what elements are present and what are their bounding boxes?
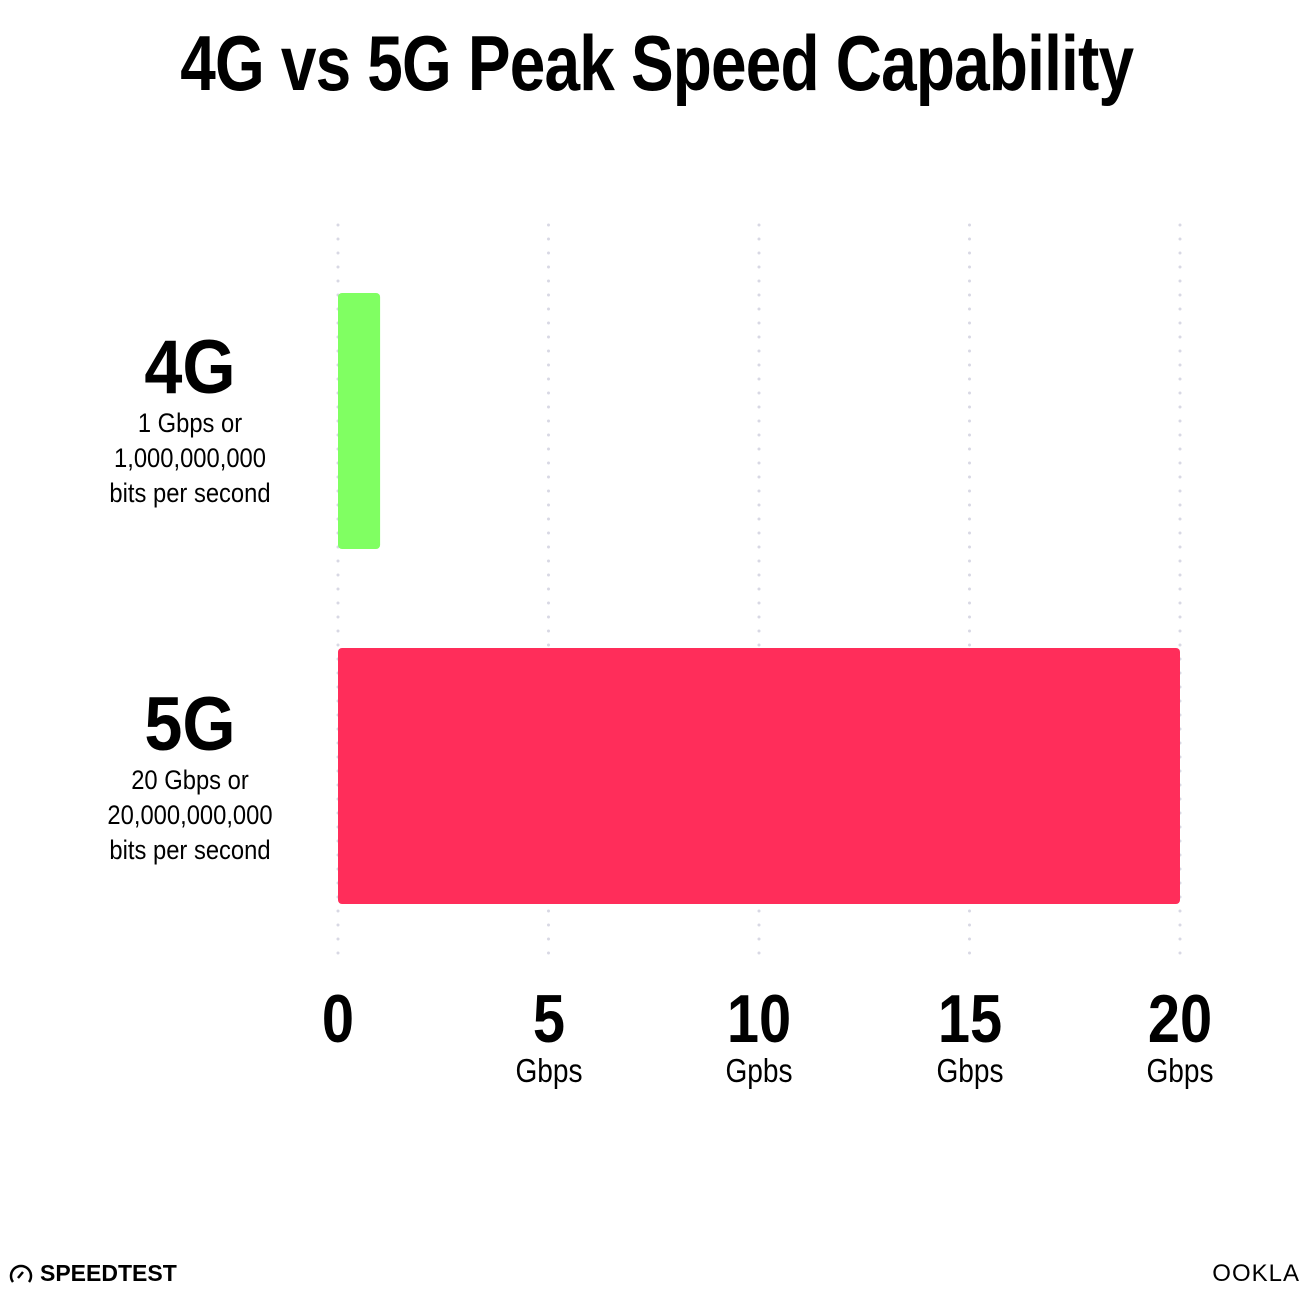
category-label-4g: 4G 1 Gbps or 1,000,000,000 bits per seco… <box>40 330 340 511</box>
tick-unit: Gbps <box>1146 1052 1214 1089</box>
bar-4g <box>338 293 381 549</box>
category-name: 4G <box>144 325 236 410</box>
bar-5g <box>338 648 1180 904</box>
tick-value: 0 <box>321 981 355 1057</box>
x-tick-label: 0 <box>258 985 418 1053</box>
x-tick-label: 10 Gpbs <box>679 985 839 1089</box>
x-tick-label: 20 Gbps <box>1100 985 1260 1089</box>
x-tick-label: 15 Gbps <box>890 985 1050 1089</box>
chart-title: 4G vs 5G Peak Speed Capability <box>180 19 1134 107</box>
tick-value: 15 <box>937 981 1002 1057</box>
category-label-5g: 5G 20 Gbps or 20,000,000,000 bits per se… <box>40 687 340 868</box>
tick-unit: Gbps <box>935 1052 1004 1089</box>
category-desc: 1,000,000,000 <box>114 443 266 473</box>
ookla-logo: OOKLA <box>1212 1260 1300 1287</box>
speedtest-logo: SPEEDTEST <box>8 1260 177 1287</box>
category-desc: bits per second <box>109 478 271 508</box>
category-desc: bits per second <box>109 835 271 865</box>
x-tick-label: 5 Gbps <box>469 985 629 1089</box>
tick-unit: Gbps <box>514 1052 583 1089</box>
category-desc: 20 Gbps or <box>131 765 249 795</box>
speedtest-wordmark: SPEEDTEST <box>40 1260 177 1286</box>
tick-value: 20 <box>1147 981 1213 1057</box>
category-desc: 1 Gbps or <box>137 408 243 438</box>
tick-unit: Gpbs <box>725 1052 793 1089</box>
tick-value: 10 <box>726 981 792 1057</box>
gauge-icon <box>9 1264 33 1283</box>
tick-value: 5 <box>532 981 565 1057</box>
category-name: 5G <box>144 682 236 767</box>
category-desc: 20,000,000,000 <box>107 800 273 830</box>
